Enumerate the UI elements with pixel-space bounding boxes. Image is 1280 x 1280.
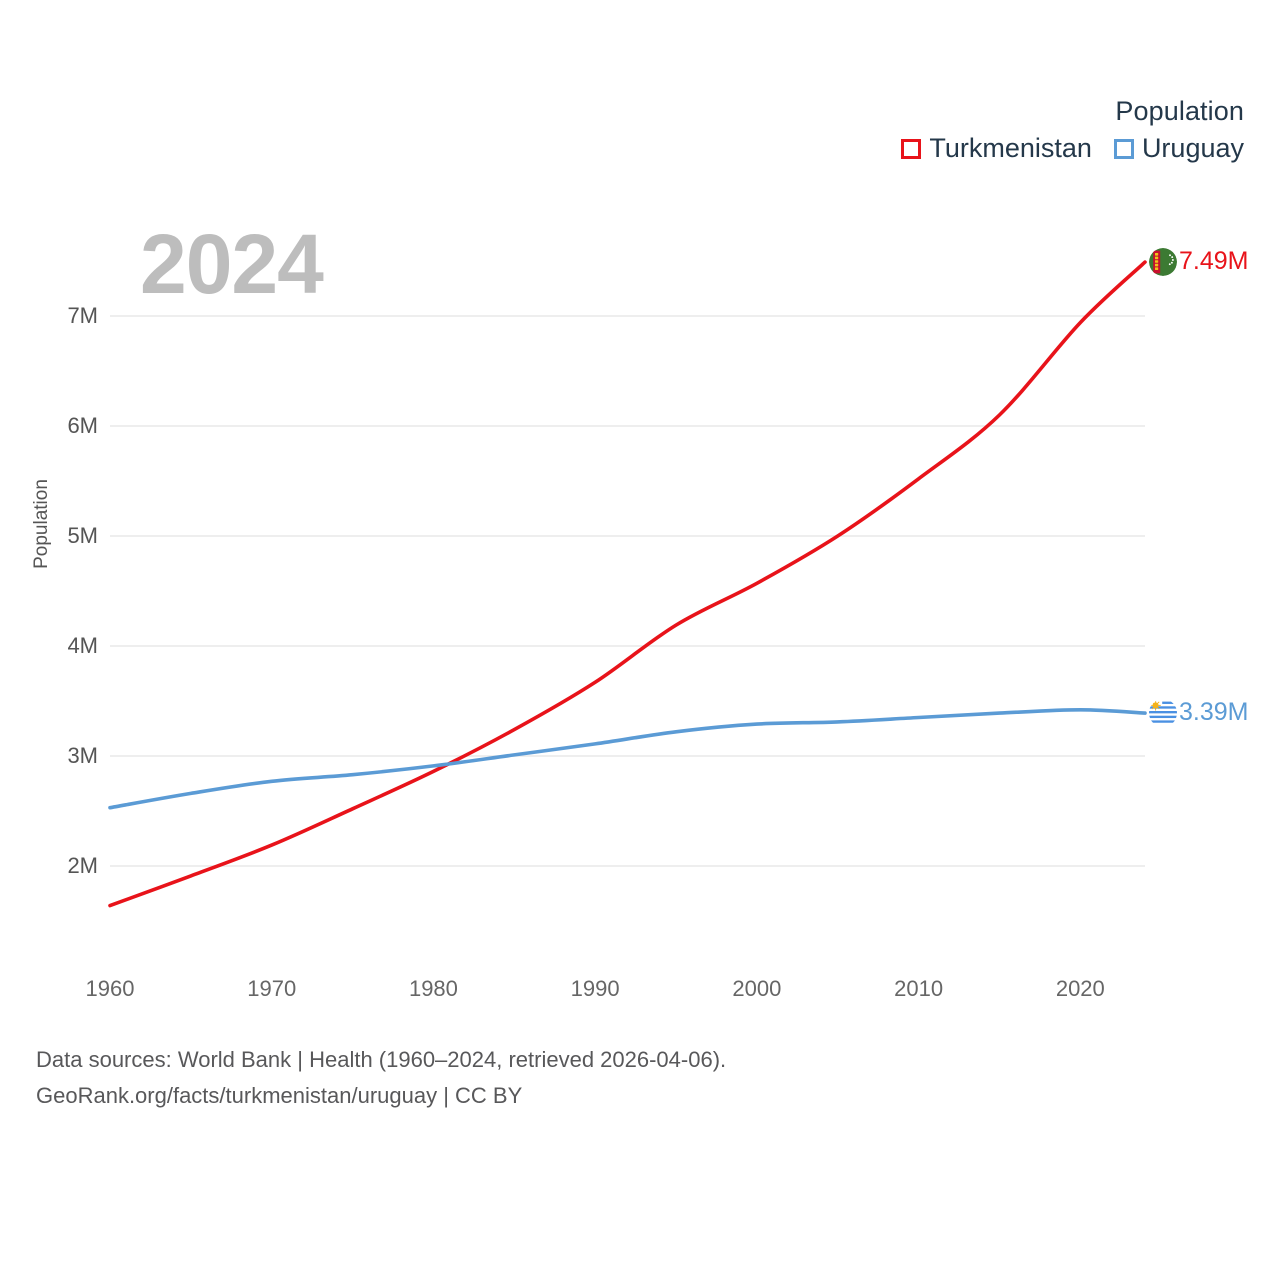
series-line[interactable] [108, 708, 1147, 810]
legend-item-uruguay[interactable]: Uruguay [1113, 133, 1244, 164]
legend-swatch-turkmenistan [901, 138, 922, 159]
y-axis-tick-label: 7M [67, 303, 98, 328]
legend-items: Turkmenistan Uruguay [901, 135, 1244, 162]
turkmenistan-flag-icon [1149, 248, 1177, 277]
x-axis-tick-label: 1980 [408, 976, 458, 1001]
series-lines [108, 260, 1147, 908]
y-axis-tick-label: 4M [67, 633, 98, 658]
legend: Population Turkmenistan Uruguay [901, 96, 1244, 162]
y-axis-tick-label: 3M [67, 743, 98, 768]
legend-swatch-uruguay [1113, 138, 1134, 159]
legend-label-uruguay: Uruguay [1141, 133, 1244, 164]
x-axis-tick-label: 1990 [570, 976, 620, 1001]
legend-label-turkmenistan: Turkmenistan [929, 133, 1092, 164]
y-axis-tick-label: 6M [67, 413, 98, 438]
y-axis-title: Population [31, 479, 52, 569]
legend-title: Population [1115, 96, 1244, 126]
x-axis-tick-label: 2020 [1055, 976, 1105, 1001]
series-line[interactable] [108, 260, 1147, 908]
turkmenistan-end-value: 7.49M [1179, 247, 1249, 276]
x-axis-tick-label: 2000 [732, 976, 782, 1001]
y-axis-tick-label: 2M [67, 853, 98, 878]
y-axis-tick-label: 5M [67, 523, 98, 548]
gridlines [110, 315, 1145, 867]
x-axis-tick-label: 2010 [894, 976, 944, 1001]
uruguay-flag-icon [1149, 699, 1177, 728]
year-watermark: 2024 [140, 217, 324, 311]
legend-item-turkmenistan[interactable]: Turkmenistan [901, 135, 1092, 162]
footer: Data sources: World Bank | Health (1960–… [36, 1042, 726, 1115]
x-axis-tick-label: 1960 [85, 976, 135, 1001]
uruguay-end-value: 3.39M [1179, 698, 1249, 727]
footer-line-sources: Data sources: World Bank | Health (1960–… [36, 1047, 727, 1072]
x-axis-tick-label: 1970 [247, 976, 297, 1001]
footer-line-attribution[interactable]: GeoRank.org/facts/turkmenistan/uruguay |… [36, 1083, 523, 1109]
